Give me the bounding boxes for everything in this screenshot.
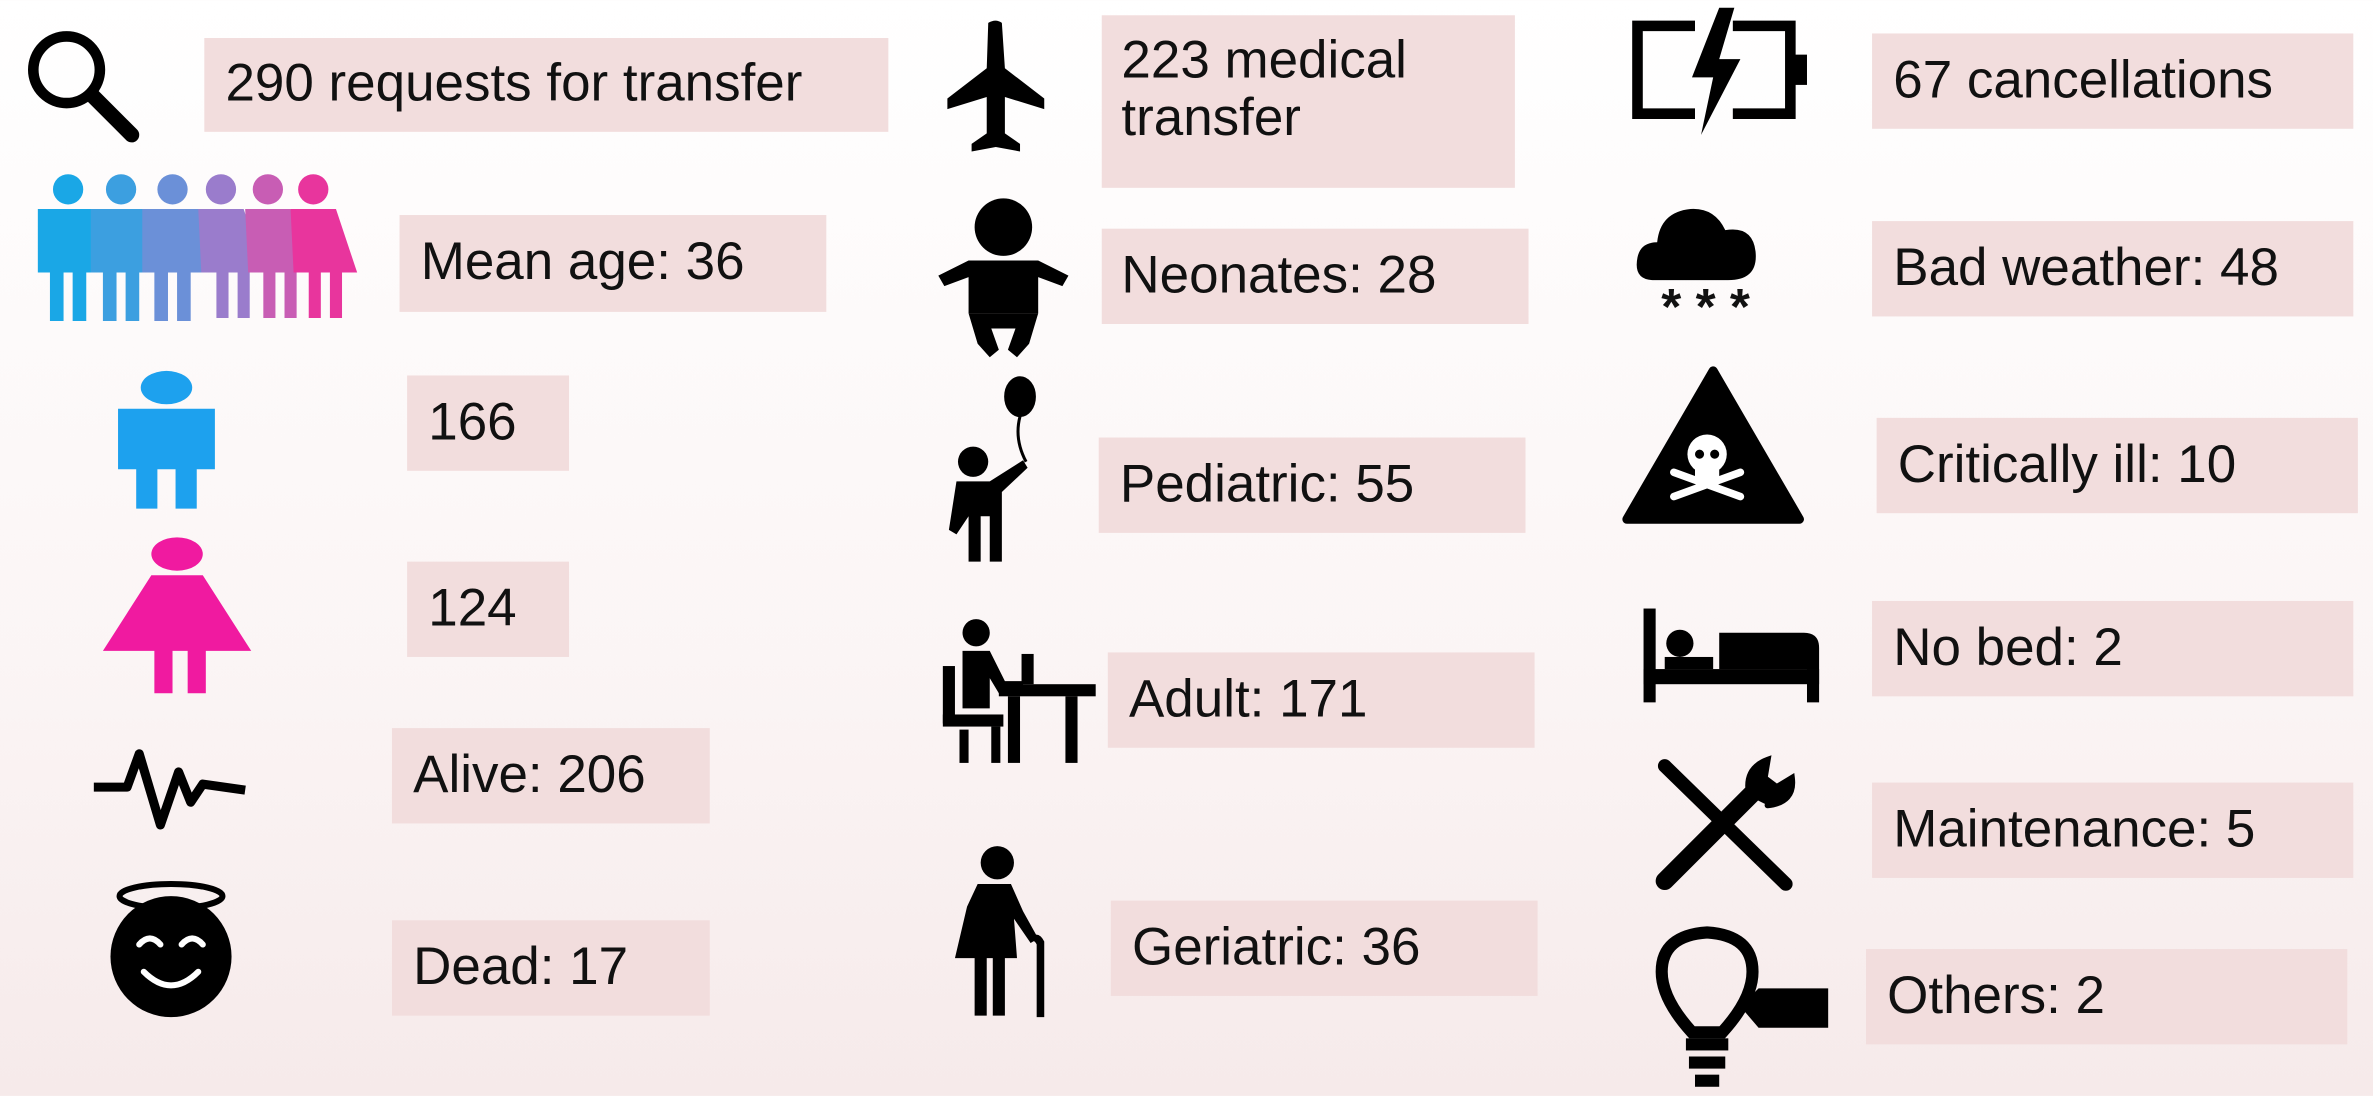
label: No bed: 2 (1893, 618, 2123, 677)
item: Adult: 171 (943, 619, 1535, 763)
hazard-icon (1627, 371, 1800, 519)
people-icon (38, 174, 357, 321)
label: Adult: 171 (1129, 669, 1367, 728)
label: Alive: 206 (413, 745, 646, 804)
angel-icon (110, 884, 231, 1017)
item: Geriatric: 36 (955, 846, 1538, 1017)
item: 124 (103, 537, 569, 693)
item: Alive: 206 (94, 728, 710, 825)
item: 166 (118, 371, 569, 509)
plane-icon (947, 21, 1044, 152)
label: Geriatric: 36 (1132, 918, 1420, 977)
battery-icon (1637, 8, 1807, 135)
child-icon (949, 377, 1035, 562)
label: Pediatric: 55 (1120, 454, 1414, 513)
label: 290 requests for transfer (225, 53, 802, 112)
item: Mean age: 36 (38, 174, 826, 321)
magnifier-icon (33, 36, 131, 134)
label: Neonates: 28 (1121, 246, 1436, 305)
label: Mean age: 36 (421, 232, 745, 291)
item: 67 cancellations (1637, 8, 2353, 135)
item: Others: 2 (1662, 932, 2348, 1086)
label: Others: 2 (1887, 966, 2105, 1025)
lightbulb-icon (1662, 932, 1828, 1086)
item: 290 requests for transfer (33, 36, 888, 134)
tools-icon (1665, 760, 1792, 884)
bed-icon (1644, 609, 1820, 703)
elderly-icon (955, 846, 1044, 1017)
label: Maintenance: 5 (1893, 800, 2255, 859)
desk-icon (943, 619, 1096, 763)
label: 67 cancellations (1893, 50, 2273, 109)
label: Dead: 17 (413, 937, 628, 996)
item: * * * Bad weather: 48 (1637, 209, 2354, 335)
infographic: 290 requests for transfer Mean age: 36 1… (0, 0, 2373, 1096)
label: Critically ill: 10 (1898, 435, 2236, 494)
label: 124 (428, 579, 516, 638)
label: 166 (428, 392, 516, 451)
pulse-icon (94, 754, 245, 825)
item: No bed: 2 (1644, 601, 2354, 702)
male-icon (118, 371, 215, 509)
item: Critically ill: 10 (1627, 371, 2358, 519)
snow: * * * (1661, 277, 1750, 335)
female-icon (103, 537, 251, 693)
item: Pediatric: 55 (949, 377, 1526, 562)
baby-icon (938, 198, 1068, 357)
page: 290 requests for transfer Mean age: 36 1… (0, 0, 2373, 1096)
item: Dead: 17 (110, 884, 709, 1017)
label: Bad weather: 48 (1893, 238, 2279, 297)
item: Neonates: 28 (938, 198, 1528, 357)
snow-cloud-icon: * * * (1637, 209, 1756, 335)
label-line: 223 medical (1121, 31, 1407, 90)
label-line: transfer (1121, 88, 1301, 147)
item: Maintenance: 5 (1665, 760, 2354, 884)
